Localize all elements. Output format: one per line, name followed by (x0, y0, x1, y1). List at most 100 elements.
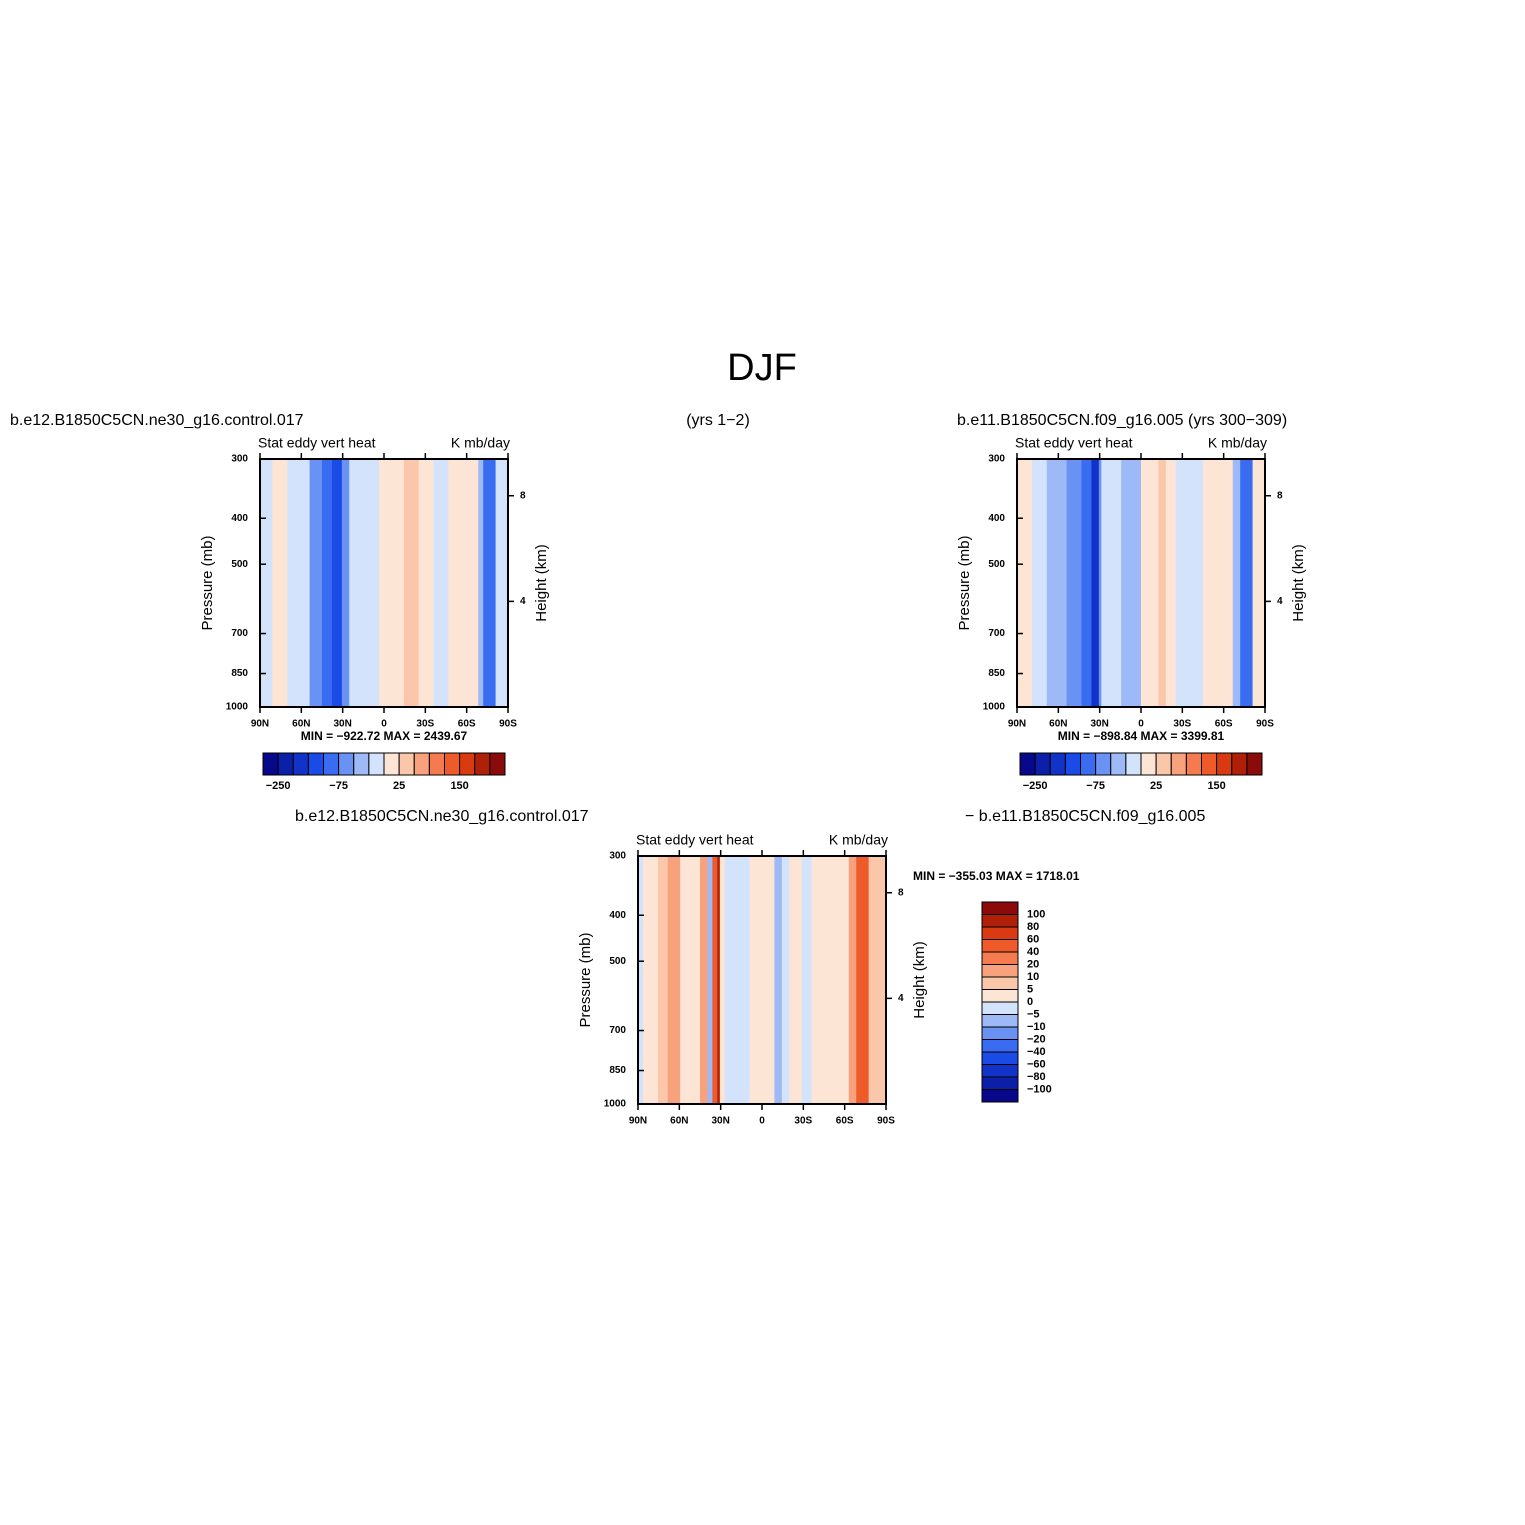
subtitle-right: K mb/day (1208, 435, 1267, 451)
y2-axis-label: Height (km) (1290, 544, 1307, 622)
min-max: MIN = −898.84 MAX = 3399.81 (1058, 729, 1225, 743)
colorbar-box (981, 976, 1019, 990)
y-tick-label: 850 (609, 1065, 626, 1076)
field-shading (1240, 459, 1254, 707)
field-shading (379, 459, 390, 707)
field-shading (856, 856, 870, 1104)
field-shading (1066, 459, 1082, 707)
field-shading (388, 459, 405, 707)
colorbar-label: 80 (1027, 921, 1039, 933)
colorbar-box (428, 752, 445, 776)
field-shading (801, 856, 813, 1104)
colorbar-box (981, 901, 1019, 915)
colorbar-label: 20 (1027, 958, 1039, 970)
colorbar-box (1246, 752, 1263, 776)
y-tick-label: 700 (988, 628, 1005, 639)
colorbar-box (1049, 752, 1066, 776)
field-shading (724, 856, 751, 1104)
y-tick-label: 500 (609, 956, 626, 967)
field-shading (1091, 459, 1100, 707)
colorbar-box (323, 752, 340, 776)
x-tick-label: 60N (1049, 719, 1067, 730)
colorbar-box (489, 752, 506, 776)
colorbar-label: 25 (393, 780, 405, 792)
field-shading (478, 459, 484, 707)
colorbar-label: −20 (1027, 1033, 1046, 1045)
field-shading (341, 459, 350, 707)
y2-axis-label: Height (km) (533, 544, 550, 622)
y-tick-label: 400 (988, 513, 1005, 524)
colorbar-label: −80 (1027, 1071, 1046, 1083)
colorbar-box (1034, 752, 1051, 776)
colorbar-label: 100 (1027, 908, 1045, 920)
min-max: MIN = −355.03 MAX = 1718.01 (913, 869, 1080, 883)
colorbar-box (459, 752, 476, 776)
y2-tick-label: 4 (1277, 596, 1283, 607)
colorbar-label: −250 (266, 780, 291, 792)
colorbar-box (474, 752, 491, 776)
colorbar-box (981, 1039, 1019, 1053)
field-shading (1141, 459, 1159, 707)
field-shading (287, 459, 311, 707)
x-tick-label: 90N (251, 719, 269, 730)
field-shading (719, 856, 726, 1104)
field-shading (638, 856, 644, 1104)
field-shading (1252, 459, 1266, 707)
colorbar-label: 150 (1207, 780, 1225, 792)
y-tick-label: 400 (231, 513, 248, 524)
y-tick-label: 700 (231, 628, 248, 639)
field-shading (1081, 459, 1092, 707)
colorbar-box (981, 1089, 1019, 1103)
field-shading (657, 856, 669, 1104)
header-right: b.e11.B1850C5CN.f09_g16.005 (yrs 300−309… (957, 412, 1287, 429)
y-tick-label: 1000 (983, 702, 1006, 713)
colorbar-box (1170, 752, 1187, 776)
colorbar-box (413, 752, 430, 776)
colorbar-box (1125, 752, 1142, 776)
colorbar-label: 40 (1027, 946, 1039, 958)
colorbar-box (1019, 752, 1036, 776)
field-shading (774, 856, 783, 1104)
colorbar-box (292, 752, 309, 776)
y-tick-label: 1000 (604, 1099, 627, 1110)
subtitle-right: K mb/day (451, 435, 510, 451)
field-shading (1046, 459, 1068, 707)
field-shading (642, 856, 659, 1104)
colorbar-box (1064, 752, 1081, 776)
colorbar-box (277, 752, 294, 776)
y2-tick-label: 8 (1277, 490, 1283, 501)
y-tick-label: 1000 (226, 702, 249, 713)
field-shading (1121, 459, 1142, 707)
x-tick-label: 90N (629, 1116, 647, 1127)
colorbar-box (1231, 752, 1248, 776)
y-axis-label: Pressure (mb) (956, 535, 973, 630)
x-tick-label: 60S (1215, 719, 1233, 730)
colorbar-box (368, 752, 385, 776)
colorbar-box (1140, 752, 1157, 776)
colorbar-box (1155, 752, 1172, 776)
y-tick-label: 850 (231, 668, 248, 679)
field-shading (418, 459, 435, 707)
y-tick-label: 850 (988, 668, 1005, 679)
y-axis-label: Pressure (mb) (199, 535, 216, 630)
x-tick-label: 0 (381, 719, 387, 730)
colorbar-box (1216, 752, 1233, 776)
field-shading (707, 856, 713, 1104)
field-shading (495, 459, 509, 707)
y-tick-label: 300 (988, 454, 1005, 465)
colorbar-box (262, 752, 279, 776)
field-shading (483, 459, 497, 707)
field-shading (322, 459, 333, 707)
subtitle-left: Stat eddy vert heat (1015, 435, 1133, 451)
diff-header-right: − b.e11.B1850C5CN.f09_g16.005 (965, 808, 1205, 825)
colorbar-box (981, 1026, 1019, 1040)
colorbar-box (981, 1051, 1019, 1065)
colorbar-box (1185, 752, 1202, 776)
field-shading (272, 459, 288, 707)
header-left: b.e12.B1850C5CN.ne30_g16.control.017 (10, 412, 304, 429)
y-tick-label: 400 (609, 910, 626, 921)
x-tick-label: 60S (836, 1116, 854, 1127)
field-shading (789, 856, 803, 1104)
field-shading (700, 856, 708, 1104)
